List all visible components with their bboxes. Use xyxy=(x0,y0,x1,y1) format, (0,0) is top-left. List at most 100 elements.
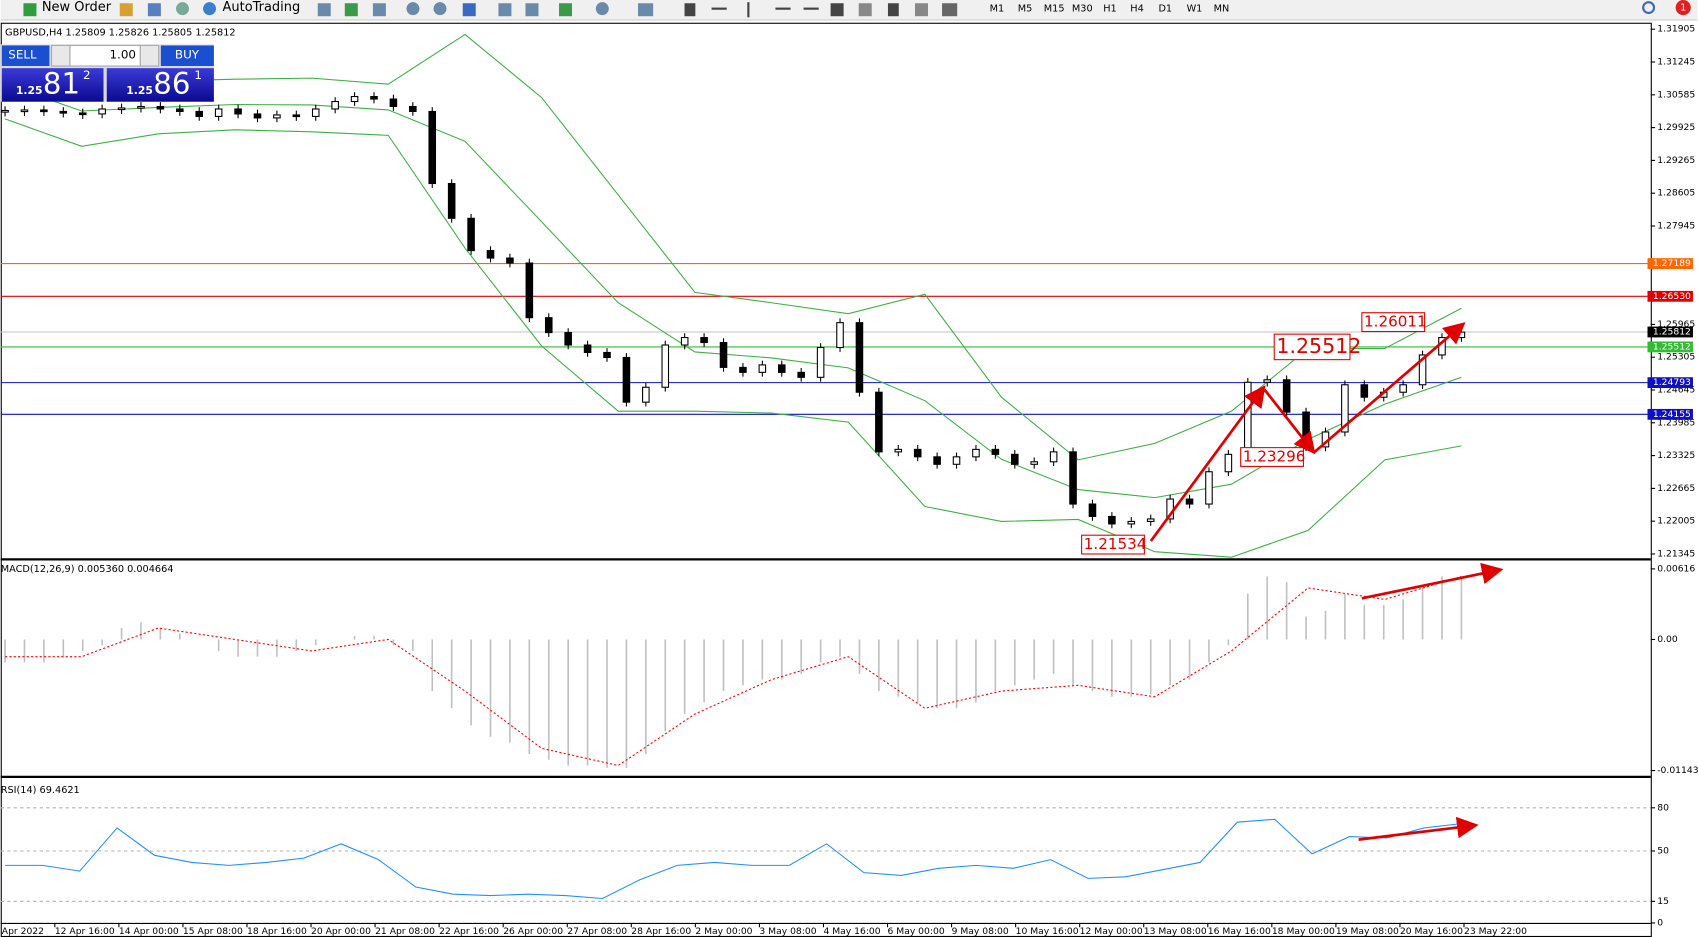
x-tick-label: 22 Apr 16:00 xyxy=(439,926,499,937)
candle xyxy=(486,250,495,259)
icon[interactable] xyxy=(858,3,872,17)
x-tick-label: 16 May 16:00 xyxy=(1208,926,1271,937)
candle xyxy=(661,344,670,388)
ask-box[interactable] xyxy=(106,68,214,102)
buy-button[interactable] xyxy=(160,45,214,67)
icon[interactable] xyxy=(372,3,386,17)
lot-down[interactable] xyxy=(51,44,71,67)
candle xyxy=(311,108,320,117)
candle xyxy=(137,105,145,109)
annotation-label: 1.25512 xyxy=(1276,334,1361,358)
x-tick-label: 3 May 08:00 xyxy=(759,926,816,937)
timeframe-button[interactable]: H1 xyxy=(1103,4,1117,15)
icon[interactable] xyxy=(147,3,161,17)
timeframe-button[interactable]: M30 xyxy=(1072,4,1093,15)
icon[interactable] xyxy=(638,3,654,17)
arrow xyxy=(1263,388,1316,455)
candle xyxy=(1224,453,1233,473)
icon[interactable] xyxy=(711,7,727,10)
auto-trading-button[interactable]: AutoTrading xyxy=(203,0,300,16)
y-tick-label: 1.23325 xyxy=(1657,450,1695,461)
candle xyxy=(234,108,242,115)
candle xyxy=(467,217,475,252)
candle xyxy=(1127,520,1136,525)
candle xyxy=(816,346,825,378)
buy-label: BUY xyxy=(175,48,200,62)
sell-label: SELL xyxy=(8,48,37,62)
icon[interactable] xyxy=(747,2,750,18)
icon[interactable] xyxy=(887,3,899,17)
icon[interactable] xyxy=(176,2,189,16)
icon[interactable] xyxy=(119,3,133,17)
icon[interactable] xyxy=(498,3,512,17)
icon[interactable] xyxy=(344,3,358,17)
timeframe-button[interactable]: W1 xyxy=(1187,4,1203,15)
bid-box[interactable] xyxy=(1,68,104,102)
drawn-arrows xyxy=(1149,322,1504,841)
candle xyxy=(525,262,534,319)
candle xyxy=(991,448,1000,455)
icon[interactable] xyxy=(684,3,696,17)
candle xyxy=(1146,518,1155,522)
panes: 1.31905 1.31245 1.30585 1.29925 1.29265 1.286… xyxy=(0,24,1698,937)
timeframe-button[interactable]: M15 xyxy=(1044,4,1065,15)
icon[interactable] xyxy=(433,2,447,16)
icon[interactable] xyxy=(775,7,791,10)
candle xyxy=(544,317,553,334)
price-level-tag xyxy=(1647,290,1693,302)
y-tick-label: 0 xyxy=(1657,917,1663,928)
icon[interactable] xyxy=(595,2,609,16)
annotation-label: 1.26011 xyxy=(1364,313,1427,331)
icon[interactable] xyxy=(915,3,928,17)
y-tick-label: 1.22005 xyxy=(1657,516,1695,527)
candle xyxy=(195,110,204,117)
bollinger-band xyxy=(4,33,1462,461)
icon[interactable] xyxy=(462,3,476,17)
candle xyxy=(1185,498,1194,505)
timeframe-button[interactable]: H4 xyxy=(1130,4,1144,15)
timeframe-button[interactable]: M1 xyxy=(990,4,1005,15)
notification-badge[interactable] xyxy=(1675,0,1691,16)
x-tick-label: 20 Apr 00:00 xyxy=(311,926,371,937)
last-price-tag xyxy=(1647,326,1693,338)
y-tick-label: 1.30585 xyxy=(1657,89,1695,100)
candle xyxy=(1282,379,1291,413)
new-order-button[interactable]: New Order xyxy=(23,0,112,17)
x-tick-label: 12 May 00:00 xyxy=(1080,926,1143,937)
y-tick-label: 1.29925 xyxy=(1657,122,1695,133)
icon[interactable] xyxy=(803,7,819,10)
candle xyxy=(875,391,883,453)
icon[interactable] xyxy=(942,3,958,17)
x-tick-label: 23 May 22:00 xyxy=(1464,926,1527,937)
icon[interactable] xyxy=(830,3,844,17)
x-tick-label: 27 Apr 08:00 xyxy=(567,926,627,937)
candle xyxy=(40,109,48,113)
y-tick-label: 1.22665 xyxy=(1657,483,1695,494)
annotation-label: 1.23296 xyxy=(1243,448,1306,466)
y-tick-label: 15 xyxy=(1657,896,1669,907)
timeframe-button[interactable]: M5 xyxy=(1018,4,1033,15)
icon[interactable] xyxy=(317,3,331,17)
price-level-label: 1.27189 xyxy=(1653,258,1691,269)
candle xyxy=(214,108,223,117)
annotation-box xyxy=(1273,333,1351,361)
y-tick-label: 0.00 xyxy=(1657,634,1678,645)
candle xyxy=(253,113,262,119)
lot-up[interactable] xyxy=(139,44,160,67)
candle xyxy=(952,456,961,465)
price-level-label: 1.24793 xyxy=(1653,377,1691,388)
candle xyxy=(1205,471,1213,505)
search-icon[interactable] xyxy=(1642,1,1656,15)
sell-button[interactable] xyxy=(1,45,50,67)
icon[interactable] xyxy=(559,3,573,17)
icon[interactable] xyxy=(525,3,539,17)
candle xyxy=(1360,384,1369,398)
timeframe-button[interactable]: MN xyxy=(1214,4,1230,15)
candle xyxy=(719,341,728,368)
x-tick-label: 9 May 08:00 xyxy=(952,926,1009,937)
arrow xyxy=(1149,385,1266,542)
icon[interactable] xyxy=(406,2,420,16)
timeframe-button[interactable]: D1 xyxy=(1158,4,1172,15)
